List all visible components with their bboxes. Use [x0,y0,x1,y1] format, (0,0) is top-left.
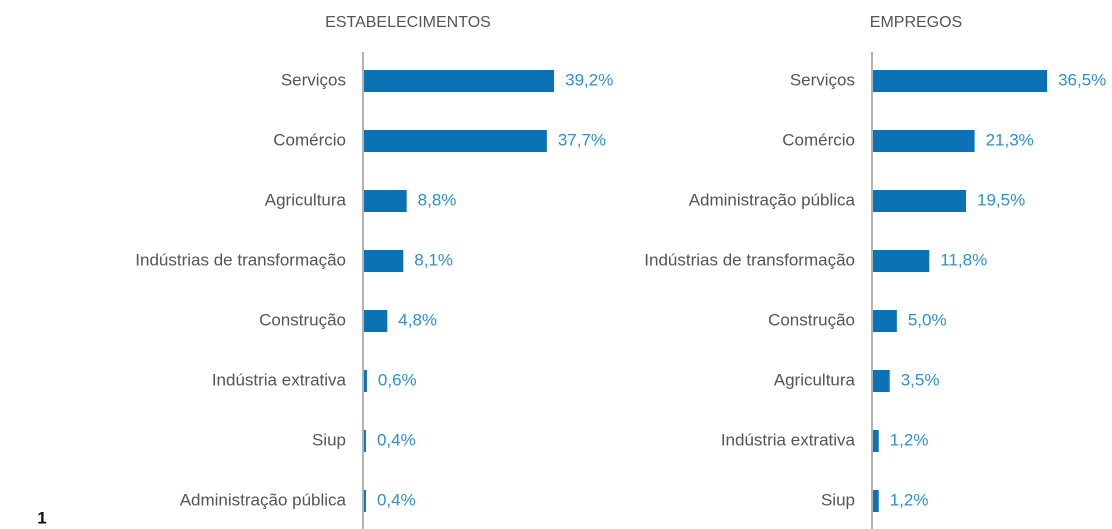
value-label: 39,2% [565,70,613,89]
category-label: Comércio [782,130,855,149]
category-label: Serviços [281,70,346,89]
value-label: 1,2% [890,490,929,509]
bar [873,250,930,272]
value-label: 5,0% [908,310,947,329]
value-label: 4,8% [398,310,437,329]
value-label: 37,7% [558,130,606,149]
bar [364,130,547,152]
value-label: 19,5% [977,190,1025,209]
category-label: Comércio [273,130,346,149]
bar [873,490,879,512]
value-label: 8,8% [418,190,457,209]
bar [364,310,388,332]
value-label: 0,4% [377,490,416,509]
footnote: 1 [37,508,46,527]
bar [873,310,897,332]
bar [364,430,366,452]
value-label: 0,4% [377,430,416,449]
bar [873,370,890,392]
category-label: Construção [259,310,346,329]
bar [873,190,967,212]
value-label: 0,6% [378,370,417,389]
category-label: Agricultura [265,190,347,209]
chart-title: ESTABELECIMENTOS [325,14,491,31]
category-label: Serviços [790,70,855,89]
category-label: Agricultura [774,370,856,389]
bar [364,490,366,512]
bar [873,430,879,452]
bar [873,70,1048,92]
bar [364,370,367,392]
value-label: 8,1% [414,250,453,269]
value-label: 36,5% [1058,70,1106,89]
category-label: Indústrias de transformação [644,250,855,269]
bar [364,250,404,272]
bar [364,70,555,92]
category-label: Siup [821,490,855,509]
value-label: 3,5% [901,370,940,389]
value-label: 21,3% [986,130,1034,149]
chart-title: EMPREGOS [870,14,962,31]
category-label: Indústria extrativa [721,430,856,449]
value-label: 11,8% [940,250,987,269]
value-label: 1,2% [890,430,929,449]
category-label: Administração pública [180,490,347,509]
bar [873,130,975,152]
category-label: Construção [768,310,855,329]
category-label: Siup [312,430,346,449]
category-label: Administração pública [689,190,856,209]
bar [364,190,407,212]
category-label: Indústrias de transformação [135,250,346,269]
category-label: Indústria extrativa [212,370,347,389]
